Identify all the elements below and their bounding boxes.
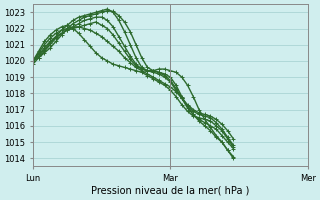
X-axis label: Pression niveau de la mer( hPa ): Pression niveau de la mer( hPa ) — [91, 186, 250, 196]
